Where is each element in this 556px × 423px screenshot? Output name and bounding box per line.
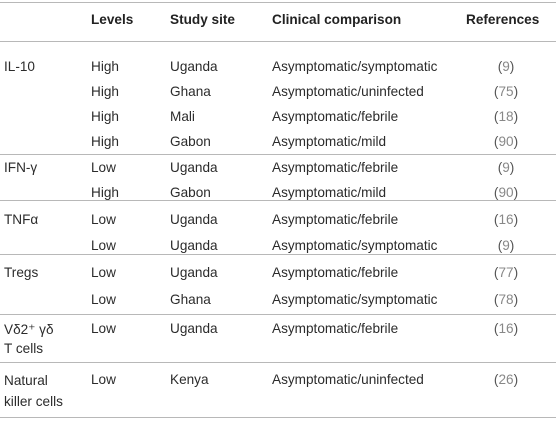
row-level: High [91,59,119,74]
row-comparison: Asymptomatic/febrile [272,212,399,227]
group-rule-ifn [0,200,556,201]
row-site: Ghana [170,84,211,99]
row-level: Low [91,292,116,307]
row-level: Low [91,160,116,175]
row-site: Gabon [170,185,211,200]
row-level: High [91,109,119,124]
row-comparison: Asymptomatic/uninfected [272,372,424,387]
row-reference-number: 9 [502,59,510,74]
bottom-rule [0,417,556,418]
row-level: High [91,84,119,99]
row-comparison: Asymptomatic/symptomatic [272,59,438,74]
row-level: Low [91,238,116,253]
row-level: Low [91,265,116,280]
row-comparison: Asymptomatic/febrile [272,265,399,280]
header-levels: Levels [91,12,134,27]
row-reference-number: 18 [498,109,514,124]
row-site: Uganda [170,212,218,227]
header-rule [0,41,556,42]
row-site: Uganda [170,238,218,253]
row-reference: (26) [493,372,519,387]
row-marker-line: Natural [4,373,48,388]
row-marker: Vδ2⁺ γδ T cells [4,320,54,358]
row-reference-number: 77 [498,265,514,280]
row-comparison: Asymptomatic/febrile [272,160,399,175]
row-site: Uganda [170,265,218,280]
row-marker-line: killer cells [4,394,63,409]
row-comparison: Asymptomatic/mild [272,185,387,200]
row-site: Uganda [170,59,218,74]
row-site: Uganda [170,160,218,175]
row-reference-number: 75 [498,84,514,99]
row-reference: (75) [493,84,519,99]
row-level: High [91,134,119,149]
row-reference-number: 26 [498,372,514,387]
row-reference: (77) [493,265,519,280]
header-study-site: Study site [170,12,235,27]
row-site: Kenya [170,372,209,387]
row-reference-number: 9 [502,160,510,175]
row-reference: (9) [497,160,515,175]
row-marker: Tregs [4,265,39,280]
row-level: Low [91,372,116,387]
row-reference-number: 90 [498,185,514,200]
row-reference: (16) [493,321,519,336]
row-marker: IFN-γ [4,160,38,175]
row-marker: IL-10 [4,59,35,74]
header-references: References [466,12,540,27]
row-level: Low [91,212,116,227]
row-marker: TNFα [4,212,39,227]
row-comparison: Asymptomatic/mild [272,134,387,149]
row-reference-number: 16 [498,321,514,336]
group-rule-vd2 [0,362,556,363]
row-site: Gabon [170,134,211,149]
row-reference: (90) [493,134,519,149]
row-reference: (90) [493,185,519,200]
top-rule [0,2,556,3]
row-comparison: Asymptomatic/symptomatic [272,238,438,253]
row-reference-number: 90 [498,134,514,149]
row-site: Ghana [170,292,211,307]
row-reference: (9) [497,238,515,253]
row-site: Uganda [170,321,218,336]
row-marker-line: T cells [4,341,44,356]
row-comparison: Asymptomatic/uninfected [272,84,424,99]
row-level: Low [91,321,116,336]
row-comparison: Asymptomatic/febrile [272,109,399,124]
row-reference-number: 78 [498,292,514,307]
row-comparison: Asymptomatic/febrile [272,321,399,336]
row-marker: Natural killer cells [4,370,63,412]
group-rule-il10 [0,154,556,155]
row-reference-number: 9 [502,238,510,253]
group-rule-tnf [0,254,556,255]
row-reference: (9) [497,59,515,74]
row-level: High [91,185,119,200]
row-marker-line: Vδ2⁺ γδ [4,322,54,337]
row-reference: (78) [493,292,519,307]
header-clinical-comparison: Clinical comparison [272,12,402,27]
row-reference-number: 16 [498,212,514,227]
row-reference: (18) [493,109,519,124]
row-reference: (16) [493,212,519,227]
row-comparison: Asymptomatic/symptomatic [272,292,438,307]
group-rule-tregs [0,314,556,315]
row-site: Mali [170,109,195,124]
